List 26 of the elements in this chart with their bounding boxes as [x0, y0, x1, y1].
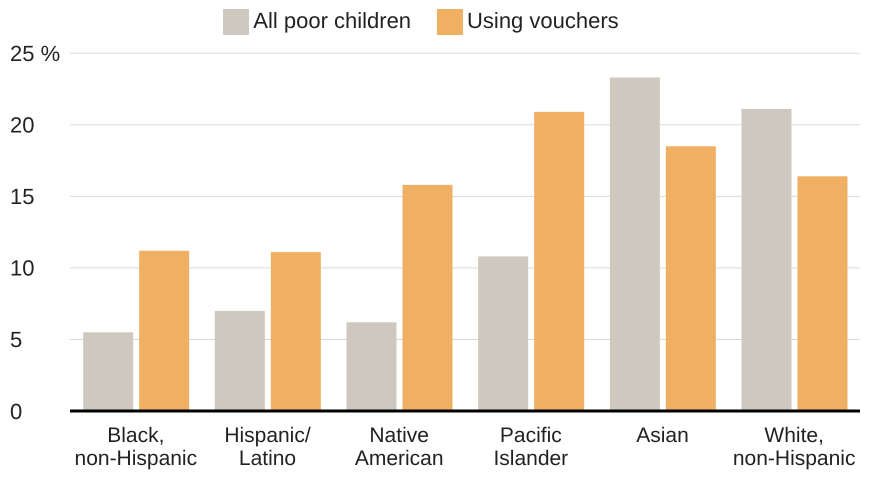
- bar: [742, 109, 792, 411]
- x-tick-label: Hispanic/ Latino: [224, 424, 311, 470]
- bar: [402, 184, 452, 411]
- bar: [270, 252, 321, 411]
- y-tick-label: 10: [10, 256, 34, 281]
- bar: [214, 310, 265, 411]
- x-tick-label: Native American: [354, 424, 444, 470]
- bar: [83, 332, 134, 411]
- legend-label: All poor children: [253, 8, 412, 33]
- y-tick-label: 15: [10, 184, 34, 210]
- x-tick-label: White, non-Hispanic: [732, 424, 856, 470]
- bar: [534, 112, 584, 411]
- bar: [346, 322, 396, 411]
- y-tick-label: 25 %: [10, 41, 60, 66]
- x-tick-label: Asian: [636, 424, 689, 447]
- bar: [666, 146, 716, 411]
- x-tick-label: Black, non-Hispanic: [74, 424, 198, 470]
- y-tick-label: 0: [10, 398, 22, 424]
- x-tick-label: Pacific Islander: [493, 424, 568, 470]
- y-tick-label: 5: [10, 327, 22, 352]
- legend-label: Using vouchers: [467, 8, 619, 33]
- bar: [478, 256, 528, 411]
- bar: [798, 176, 848, 411]
- bar: [610, 78, 660, 411]
- bar: [139, 250, 190, 411]
- y-tick-label: 20: [10, 112, 34, 138]
